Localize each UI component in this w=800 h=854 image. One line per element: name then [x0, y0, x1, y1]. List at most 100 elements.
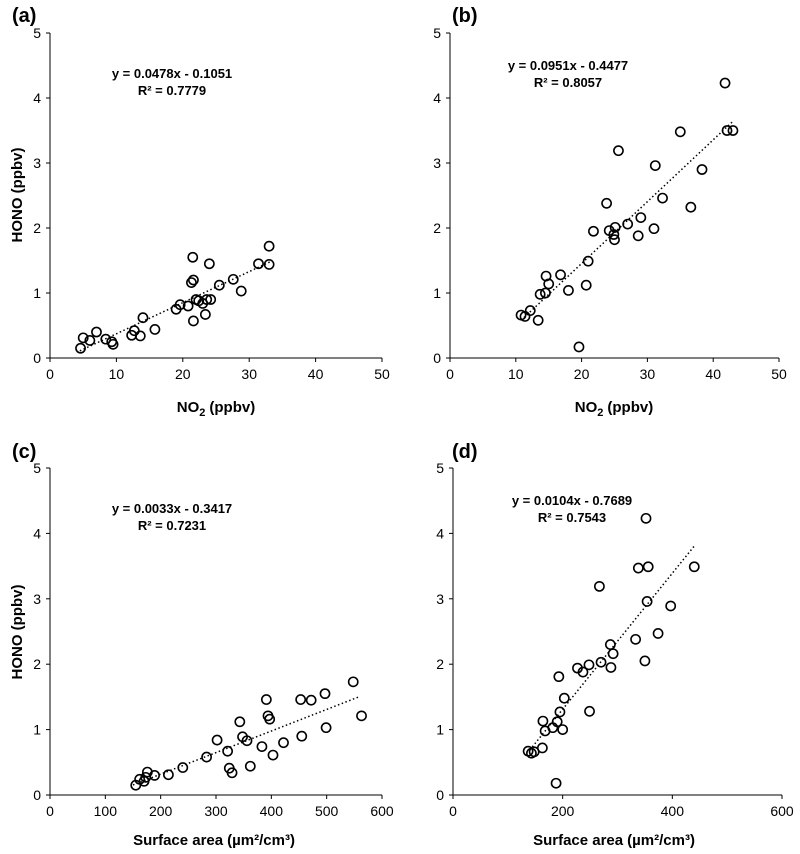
data-point	[613, 145, 624, 157]
trendline-equation: y = 0.0478x - 0.1051	[112, 66, 232, 81]
data-point	[260, 694, 272, 705]
trendline-equation: y = 0.0951x - 0.4477	[508, 58, 628, 73]
data-point	[134, 330, 146, 342]
x-tick-label: 400	[260, 803, 284, 819]
data-point	[557, 724, 569, 735]
x-axis-label-main: NO	[575, 399, 598, 416]
x-tick-label: 300	[204, 803, 228, 819]
data-point	[657, 192, 668, 204]
data-point	[149, 769, 160, 781]
data-point	[641, 596, 653, 607]
data-point	[563, 284, 574, 296]
data-point	[727, 125, 739, 136]
panel-label: (a)	[12, 5, 36, 27]
data-point	[609, 221, 621, 233]
data-point	[263, 240, 275, 252]
data-point	[524, 305, 536, 316]
y-tick-label: 4	[433, 90, 441, 106]
x-axis-label-main: Surface area	[533, 832, 624, 849]
data-point	[235, 285, 247, 297]
r-squared: R² = 0.8057	[534, 75, 602, 90]
y-tick-label: 0	[33, 350, 41, 366]
data-point	[77, 332, 89, 344]
data-point	[267, 749, 279, 761]
x-tick-label: 50	[771, 366, 787, 382]
data-point	[199, 309, 211, 320]
x-tick-label: 200	[149, 803, 173, 819]
data-point	[177, 762, 189, 773]
r-squared: R² = 0.7543	[538, 510, 606, 525]
data-point	[609, 234, 620, 246]
data-point	[91, 326, 102, 338]
data-point	[551, 716, 563, 728]
data-point	[244, 760, 256, 772]
y-tick-label: 0	[433, 350, 441, 366]
data-point	[201, 294, 213, 305]
data-point	[534, 288, 546, 300]
data-point	[296, 730, 308, 742]
data-point	[721, 125, 733, 136]
data-point	[601, 197, 613, 209]
data-point	[588, 225, 599, 237]
data-point	[84, 335, 96, 346]
x-tick-label: 20	[175, 366, 191, 382]
y-tick-label: 1	[436, 722, 444, 738]
x-axis-label-unit: (ppbv)	[209, 399, 255, 416]
data-point	[648, 223, 660, 235]
data-point	[253, 258, 264, 270]
data-point	[186, 277, 197, 288]
x-axis-label: NO2 (ppbv)	[575, 399, 653, 419]
data-point	[696, 164, 708, 175]
data-point	[577, 666, 589, 678]
data-point	[674, 126, 686, 138]
x-tick-label: 40	[705, 366, 721, 382]
data-point	[543, 278, 555, 290]
data-point	[584, 705, 595, 717]
y-tick-label: 1	[33, 722, 41, 738]
data-point	[532, 314, 544, 326]
data-point	[537, 715, 549, 727]
trendline-equation: y = 0.0033x - 0.3417	[112, 501, 232, 516]
data-point	[558, 692, 570, 704]
x-tick-label: 600	[770, 803, 794, 819]
x-axis-label-unit: (ppbv)	[607, 399, 653, 416]
x-tick-label: 10	[508, 366, 524, 382]
data-point	[295, 694, 307, 705]
data-point	[226, 767, 238, 779]
panel-label: (b)	[452, 5, 478, 27]
trendline	[520, 120, 734, 321]
data-point	[227, 273, 239, 285]
data-point	[553, 671, 565, 683]
data-point	[642, 561, 654, 573]
data-point	[540, 287, 551, 299]
data-point	[241, 735, 253, 747]
data-point	[604, 639, 616, 650]
y-tick-label: 2	[433, 220, 441, 236]
data-point	[582, 255, 594, 267]
data-point	[595, 656, 607, 668]
data-point	[688, 561, 700, 573]
panel-b: (b) NO2 (ppbv) y = 0.0951x - 0.4477 R² = …	[433, 5, 787, 419]
data-point	[550, 777, 562, 789]
y-tick-label: 4	[33, 525, 41, 541]
data-point	[188, 274, 199, 286]
data-point	[137, 312, 149, 324]
x-axis-label: Surface area (µm²/cm³)	[133, 832, 295, 849]
data-point	[356, 710, 367, 722]
data-point	[652, 628, 664, 639]
y-tick-label: 5	[33, 460, 41, 476]
data-point	[305, 694, 317, 706]
data-point	[635, 212, 647, 223]
data-point	[107, 338, 119, 350]
r-squared: R² = 0.7231	[138, 518, 206, 533]
x-axis-label: Surface area (µm²/cm³)	[533, 832, 695, 849]
data-point	[594, 580, 605, 592]
y-tick-label: 3	[436, 591, 444, 607]
x-tick-label: 20	[574, 366, 590, 382]
data-point	[149, 323, 161, 335]
panel-d: (d) Surface area (µm²/cm³) y = 0.0104x - …	[436, 441, 794, 849]
x-tick-label: 50	[374, 366, 390, 382]
data-point	[256, 741, 268, 753]
r-squared: R² = 0.7779	[138, 83, 206, 98]
